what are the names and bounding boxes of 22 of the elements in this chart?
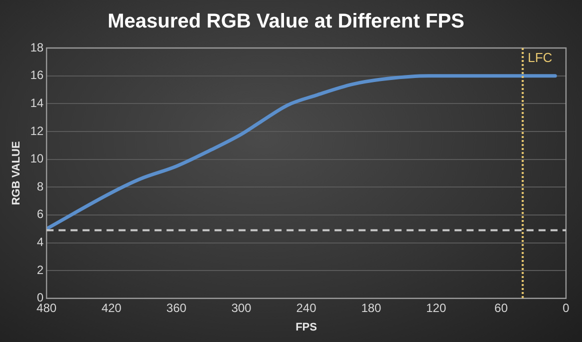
y-tick-label: 18 bbox=[30, 40, 44, 54]
x-tick-label: 120 bbox=[426, 300, 446, 315]
y-tick-label: 8 bbox=[36, 179, 44, 194]
x-tick-label: 180 bbox=[361, 300, 382, 315]
x-tick-label: 60 bbox=[494, 300, 508, 315]
y-tick-label: 14 bbox=[30, 96, 44, 110]
y-tick-label: 4 bbox=[36, 235, 44, 250]
x-tick-label: 240 bbox=[296, 300, 317, 315]
ref-line-label: LFC bbox=[528, 50, 552, 66]
y-tick-label: 10 bbox=[30, 152, 44, 166]
x-tick-label: 420 bbox=[101, 300, 122, 315]
y-tick-label: 16 bbox=[30, 68, 44, 82]
chart-title: Measured RGB Value at Different FPS bbox=[108, 10, 464, 33]
x-tick-label: 300 bbox=[231, 300, 252, 315]
x-axis-title: FPS bbox=[296, 321, 317, 334]
x-tick-label: 0 bbox=[562, 300, 570, 315]
line-series bbox=[46, 74, 557, 231]
y-tick-label: 12 bbox=[30, 124, 44, 138]
y-axis-title: RGB VALUE bbox=[10, 141, 23, 206]
y-tick-label: 2 bbox=[36, 262, 44, 277]
x-tick-label: 360 bbox=[166, 300, 187, 315]
y-tick-label: 6 bbox=[36, 207, 44, 222]
